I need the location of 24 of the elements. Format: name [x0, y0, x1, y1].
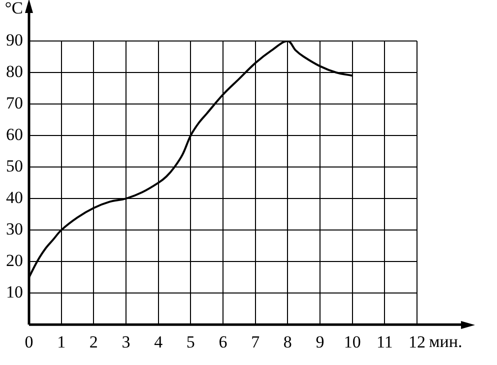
- x-tick-label: 1: [57, 332, 66, 352]
- y-tick-label: 30: [6, 220, 23, 239]
- y-tick-label: 10: [6, 282, 23, 302]
- x-tick-label: 11: [376, 332, 393, 352]
- x-tick-label: 0: [24, 332, 34, 352]
- y-tick-label: 50: [6, 156, 23, 176]
- y-tick-label: 70: [6, 93, 23, 112]
- y-tick-label: 80: [6, 62, 23, 81]
- y-axis-title: °C: [4, 0, 23, 18]
- x-tick-label: 9: [316, 332, 324, 352]
- x-tick-label: 12: [408, 332, 426, 352]
- y-tick-label: 90: [6, 30, 23, 50]
- x-axis-title: мин.: [429, 332, 462, 352]
- x-tick-label: 7: [251, 332, 260, 352]
- y-tick-label: 60: [6, 125, 23, 144]
- x-tick-label: 2: [89, 332, 98, 352]
- x-tick-label: 5: [186, 332, 195, 352]
- x-tick-label: 4: [154, 332, 164, 352]
- y-tick-label: 20: [6, 251, 23, 270]
- x-tick-label: 10: [344, 332, 361, 352]
- x-tick-label: 8: [283, 332, 292, 352]
- x-tick-label: 3: [122, 332, 130, 352]
- x-tick-label: 6: [218, 332, 228, 352]
- y-tick-label: 40: [6, 188, 23, 208]
